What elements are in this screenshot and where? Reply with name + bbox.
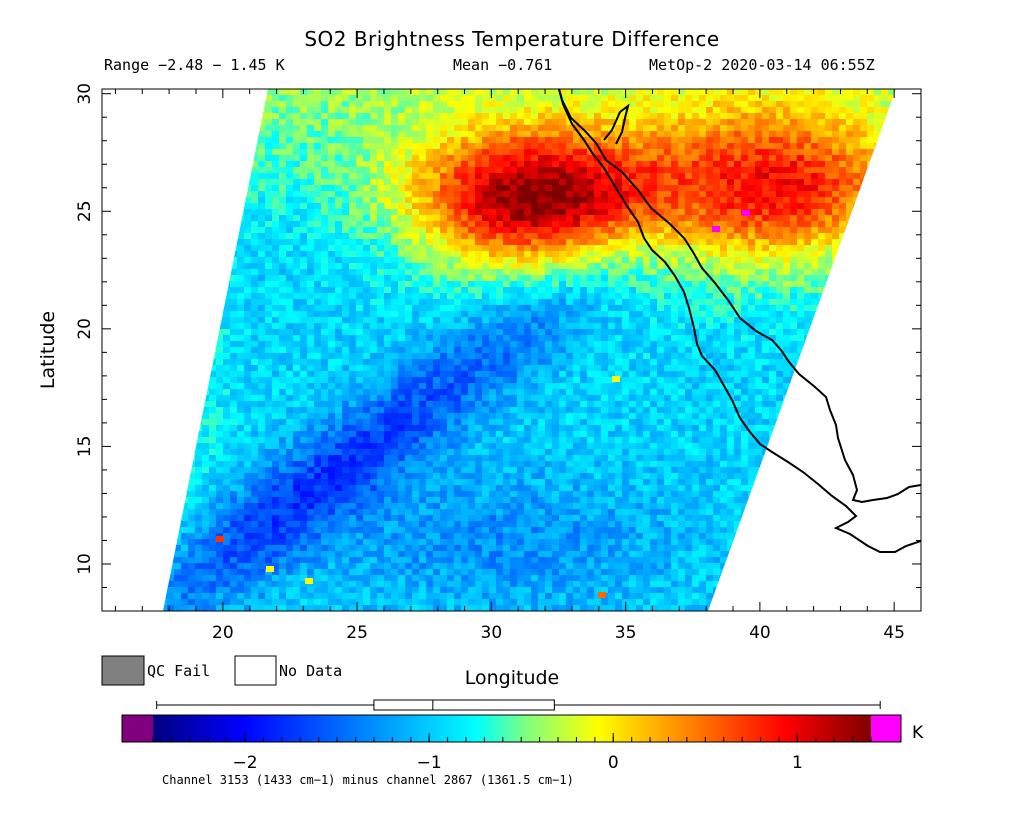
x-tick-label: 35 xyxy=(615,623,637,643)
x-tick-label: 30 xyxy=(481,623,503,643)
channel-footnote: Channel 3153 (1433 cm−1) minus channel 2… xyxy=(162,773,574,787)
x-tick-label: 25 xyxy=(346,623,368,643)
sinai-coast xyxy=(603,103,630,145)
x-tick-label: 40 xyxy=(749,623,771,643)
colorbar-scale xyxy=(153,715,871,742)
x-tick-label: 20 xyxy=(212,623,234,643)
colorbar-ticks: −2 −1 0 1 xyxy=(152,733,872,773)
colorbar-underflow xyxy=(122,715,153,742)
colorbar-tick-label: 1 xyxy=(792,753,803,773)
qc-fail-label: QC Fail xyxy=(147,662,210,680)
distribution-boxplot xyxy=(156,699,881,711)
y-tick-label: 25 xyxy=(75,200,95,222)
qc-fail-swatch xyxy=(101,655,145,686)
coastline xyxy=(558,89,921,504)
x-axis: 20 25 30 35 40 45 xyxy=(114,89,922,643)
range-readout: Range −2.48 − 1.45 K xyxy=(104,56,285,74)
swath-data-layer xyxy=(163,89,896,611)
y-tick-label: 20 xyxy=(75,318,95,340)
no-data-swatch xyxy=(234,655,277,686)
mean-readout: Mean −0.761 xyxy=(453,56,553,74)
map-title: SO2 Brightness Temperature Difference xyxy=(304,27,720,51)
y-axis: 10 15 20 25 30 xyxy=(75,83,921,612)
satellite-time-readout: MetOp-2 2020-03-14 06:55Z xyxy=(649,56,875,74)
x-tick-label: 45 xyxy=(883,623,905,643)
x-axis-label: Longitude xyxy=(465,667,560,689)
y-tick-label: 10 xyxy=(75,553,95,575)
colorbar-tick-label: −1 xyxy=(417,753,442,773)
y-tick-label: 15 xyxy=(75,436,95,458)
plot-frame xyxy=(101,88,922,612)
colorbar-unit: K xyxy=(912,723,924,743)
colorbar-frame xyxy=(121,714,902,743)
colorbar-overflow xyxy=(871,715,901,742)
y-tick-label: 30 xyxy=(75,83,95,105)
colorbar-tick-label: −2 xyxy=(233,753,258,773)
colorbar-tick-label: 0 xyxy=(608,753,619,773)
y-axis-label: Latitude xyxy=(37,311,59,389)
coastline-west xyxy=(558,89,921,553)
no-data-label: No Data xyxy=(279,662,342,680)
